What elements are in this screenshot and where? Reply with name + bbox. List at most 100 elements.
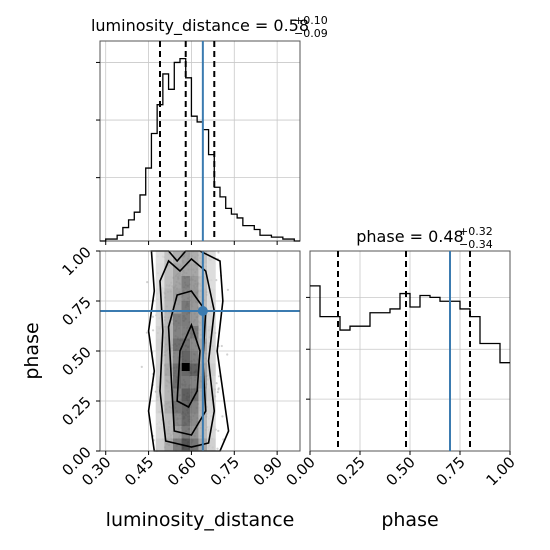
joint-density-cell: [164, 376, 173, 389]
joint-density-cell: [155, 251, 165, 264]
joint-density-cell: [164, 363, 173, 376]
joint-sample-point: [151, 315, 155, 318]
joint-density-cell: [181, 263, 190, 276]
joint-density-cell: [172, 401, 182, 414]
joint-density-cell: [207, 313, 216, 326]
joint-density-cell: [172, 326, 182, 339]
joint-sample-point: [226, 353, 229, 356]
ld-marginal-title: luminosity_distance = 0.58: [91, 16, 309, 36]
phase-marginal-title: phase = 0.48: [356, 227, 463, 246]
joint-ytick-label-1: 0.25: [58, 393, 94, 429]
joint-density-cell: [164, 351, 173, 364]
joint-contour-3: [176, 322, 201, 409]
ld-histogram-step: [100, 57, 300, 242]
joint-density-cell: [181, 326, 190, 339]
joint-density-cell: [190, 301, 199, 314]
joint-density-cell: [190, 376, 199, 389]
joint-density-cell: [172, 438, 182, 451]
y-axis-label-phase: phase: [21, 322, 43, 379]
joint-density-cell: [164, 301, 173, 314]
joint-density-cell: [164, 401, 173, 414]
joint-density-cell: [155, 326, 165, 339]
joint-density-cell: [155, 363, 165, 376]
joint-ytick-label-3: 0.75: [58, 293, 94, 329]
joint-density-cell: [181, 338, 190, 351]
joint-sample-point: [151, 329, 155, 332]
joint-density-cell: [181, 438, 190, 451]
joint-density-cell: [190, 351, 199, 364]
joint-density-cell: [207, 388, 216, 401]
panel-joint: 0.30 0.45 0.60 0.75 0.900.000.250.500.751.00…: [21, 243, 301, 531]
joint-density-cell: [172, 413, 182, 426]
joint-sample-point: [221, 415, 224, 418]
joint-density-cell: [181, 401, 190, 414]
joint-sample-point: [217, 388, 220, 391]
joint-density-cell: [207, 363, 216, 376]
joint-density-cell: [172, 363, 182, 376]
joint-density-cell: [155, 438, 165, 451]
joint-density-cell: [155, 301, 165, 314]
phase-title-upper-error: +0.32: [459, 225, 493, 238]
joint-density-cell: [207, 401, 216, 414]
joint-density-cell: [172, 351, 182, 364]
joint-density-cell: [190, 338, 199, 351]
joint-sample-point: [146, 281, 149, 284]
joint-density-cell: [164, 438, 173, 451]
joint-density-cell: [207, 426, 216, 439]
joint-sample-point: [217, 387, 220, 390]
joint-ytick-label-4: 1.00: [58, 243, 94, 279]
joint-density-cell: [190, 276, 199, 289]
joint-density-cell: [181, 388, 190, 401]
joint-density-cell: [164, 313, 173, 326]
joint-density-cell: [207, 338, 216, 351]
joint-xtick-label-3: 0.75: [207, 453, 243, 489]
joint-density-cell: [155, 313, 165, 326]
joint-density-cell: [190, 413, 199, 426]
joint-density-cell: [155, 426, 165, 439]
joint-density-cell: [172, 338, 182, 351]
joint-sample-point: [222, 438, 225, 441]
joint-density-cell: [172, 276, 182, 289]
joint-sample-point: [215, 382, 218, 385]
phase-xtick-label-1: 0.25: [332, 453, 368, 489]
joint-density-cell: [181, 288, 190, 301]
joint-ytick-label-2: 0.50: [58, 343, 94, 379]
joint-density-cell: [164, 388, 173, 401]
joint-density-cell: [164, 288, 173, 301]
joint-density-cell: [207, 263, 216, 276]
joint-density-cell: [155, 351, 165, 364]
joint-truth-marker: [197, 306, 208, 316]
joint-density-cell: [190, 251, 199, 264]
joint-density-cell: [164, 413, 173, 426]
joint-density-cell: [190, 263, 199, 276]
joint-density-cell: [172, 313, 182, 326]
joint-density-cell: [190, 426, 199, 439]
joint-contour-2: [167, 290, 207, 436]
joint-density-cell: [164, 251, 173, 264]
phase-xtick-label-4: 1.00: [482, 453, 518, 489]
joint-density-cell: [190, 363, 199, 376]
joint-xtick-label-4: 0.90: [250, 453, 286, 489]
joint-density-cell: [190, 313, 199, 326]
joint-xtick-label-1: 0.45: [121, 453, 157, 489]
joint-density-cell: [207, 351, 216, 364]
panel-ld-marginal: luminosity_distance = 0.58 +0.10 −0.09: [91, 14, 328, 245]
joint-density-cell: [190, 401, 199, 414]
phase-title-lower-error: −0.34: [459, 238, 493, 251]
phase-xtick-label-3: 0.75: [432, 453, 468, 489]
joint-density-cell: [181, 351, 190, 364]
joint-sample-point: [216, 390, 219, 394]
joint-sample-point: [217, 429, 220, 432]
joint-density-cell: [181, 376, 190, 389]
joint-density-cell: [155, 263, 165, 276]
joint-density-cell: [181, 313, 190, 326]
joint-density-cell: [172, 251, 182, 264]
joint-density-cell: [181, 426, 190, 439]
joint-density-cell: [172, 376, 182, 389]
joint-density-cell: [207, 438, 216, 451]
joint-density-cell: [164, 426, 173, 439]
joint-density-cell: [190, 438, 199, 451]
joint-density-cell: [172, 263, 182, 276]
joint-density-cell: [181, 301, 190, 314]
panel-phase-marginal: 0.00 0.25 0.50 0.75 1.00 phase = 0.48 +0.32 …: [282, 225, 518, 531]
